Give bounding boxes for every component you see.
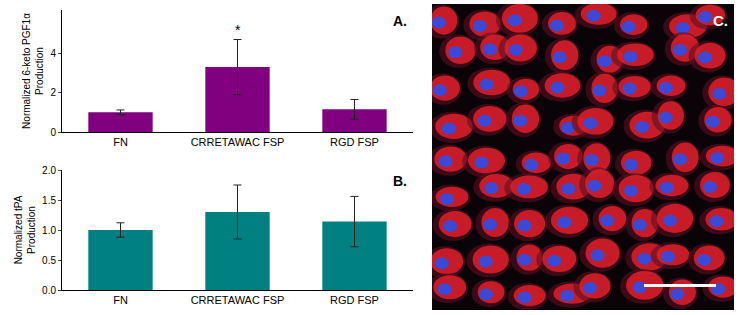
svg-text:0.0: 0.0 — [42, 285, 56, 296]
svg-text:RGD FSP: RGD FSP — [330, 136, 379, 148]
svg-text:Normalized 6-keto PGF1αProduct: Normalized 6-keto PGF1αProduction — [21, 13, 45, 129]
svg-text:FN: FN — [113, 294, 128, 306]
svg-text:C.: C. — [713, 12, 728, 29]
svg-text:*: * — [235, 22, 241, 38]
svg-text:B.: B. — [393, 173, 407, 189]
svg-text:RGD FSP: RGD FSP — [330, 294, 379, 306]
svg-text:CRRETAWAC FSP: CRRETAWAC FSP — [191, 136, 285, 148]
svg-text:FN: FN — [113, 136, 128, 148]
svg-text:A.: A. — [393, 13, 407, 29]
svg-text:CRRETAWAC FSP: CRRETAWAC FSP — [191, 294, 285, 306]
svg-text:0: 0 — [50, 127, 56, 138]
svg-text:1.5: 1.5 — [42, 195, 56, 206]
svg-text:2: 2 — [50, 87, 56, 98]
svg-text:4: 4 — [50, 48, 56, 59]
svg-text:0.5: 0.5 — [42, 255, 56, 266]
svg-text:Normalized tPAProduction: Normalized tPAProduction — [13, 195, 37, 264]
svg-text:2.0: 2.0 — [42, 165, 56, 176]
svg-text:1.0: 1.0 — [42, 225, 56, 236]
